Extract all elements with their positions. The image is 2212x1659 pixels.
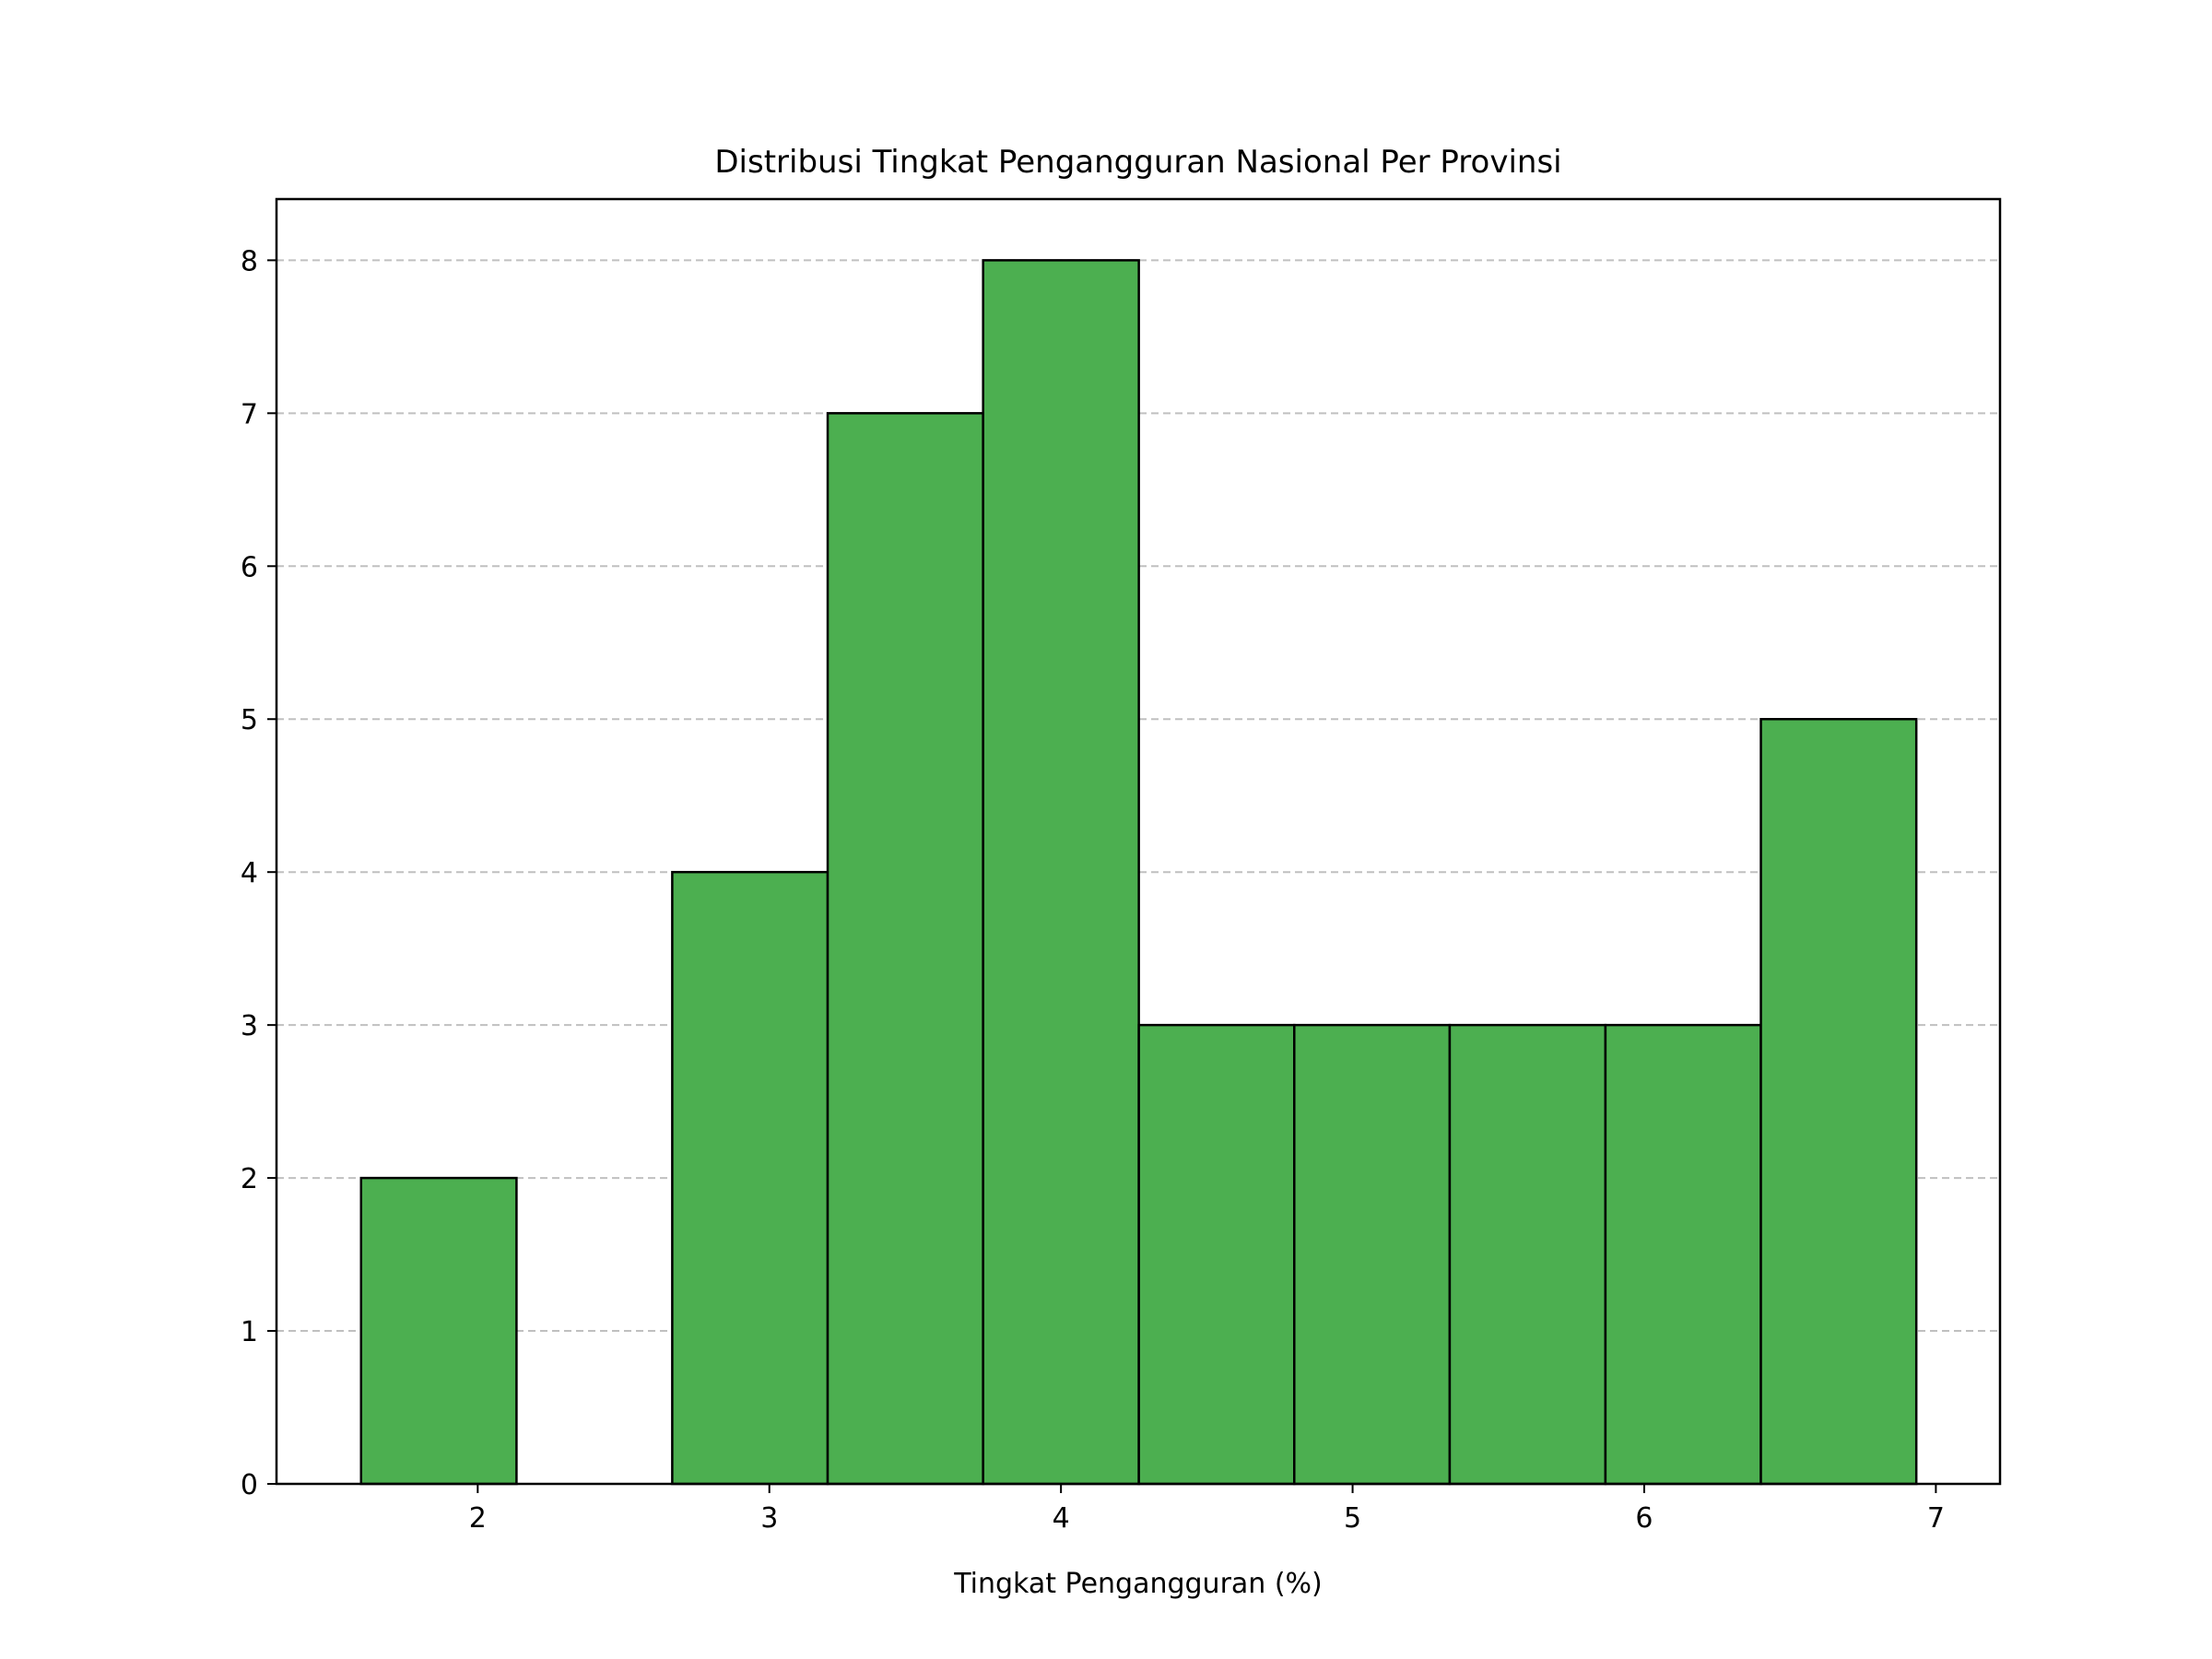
y-tick-label-8: 8 xyxy=(241,245,258,277)
x-tick-label-7: 7 xyxy=(1927,1502,1945,1535)
bar-bin-5 xyxy=(983,260,1139,1484)
y-tick-label-7: 7 xyxy=(241,398,258,430)
x-tick-label-4: 4 xyxy=(1053,1502,1070,1535)
bar-bin-3 xyxy=(672,872,828,1484)
bar-bin-10 xyxy=(1761,719,1917,1484)
x-tick-label-5: 5 xyxy=(1344,1502,1361,1535)
chart-title: Distribusi Tingkat Pengangguran Nasional… xyxy=(714,144,1561,181)
y-tick-label-5: 5 xyxy=(241,704,258,736)
y-tick-label-6: 6 xyxy=(241,551,258,583)
x-tick-label-2: 2 xyxy=(469,1502,487,1535)
bar-bin-7 xyxy=(1294,1025,1450,1484)
y-tick-label-0: 0 xyxy=(241,1469,258,1501)
bar-bin-4 xyxy=(828,413,983,1484)
x-tick-label-6: 6 xyxy=(1635,1502,1653,1535)
y-tick-label-2: 2 xyxy=(241,1163,258,1195)
bar-bin-9 xyxy=(1606,1025,1761,1484)
bar-bin-6 xyxy=(1139,1025,1295,1484)
x-tick-label-3: 3 xyxy=(760,1502,778,1535)
y-tick-label-3: 3 xyxy=(241,1010,258,1042)
bar-bin-8 xyxy=(1450,1025,1606,1484)
bar-bin-1 xyxy=(361,1178,517,1484)
x-axis-label: Tingkat Pengangguran (%) xyxy=(953,1568,1323,1600)
y-tick-label-4: 4 xyxy=(241,857,258,889)
y-tick-label-1: 1 xyxy=(241,1316,258,1348)
